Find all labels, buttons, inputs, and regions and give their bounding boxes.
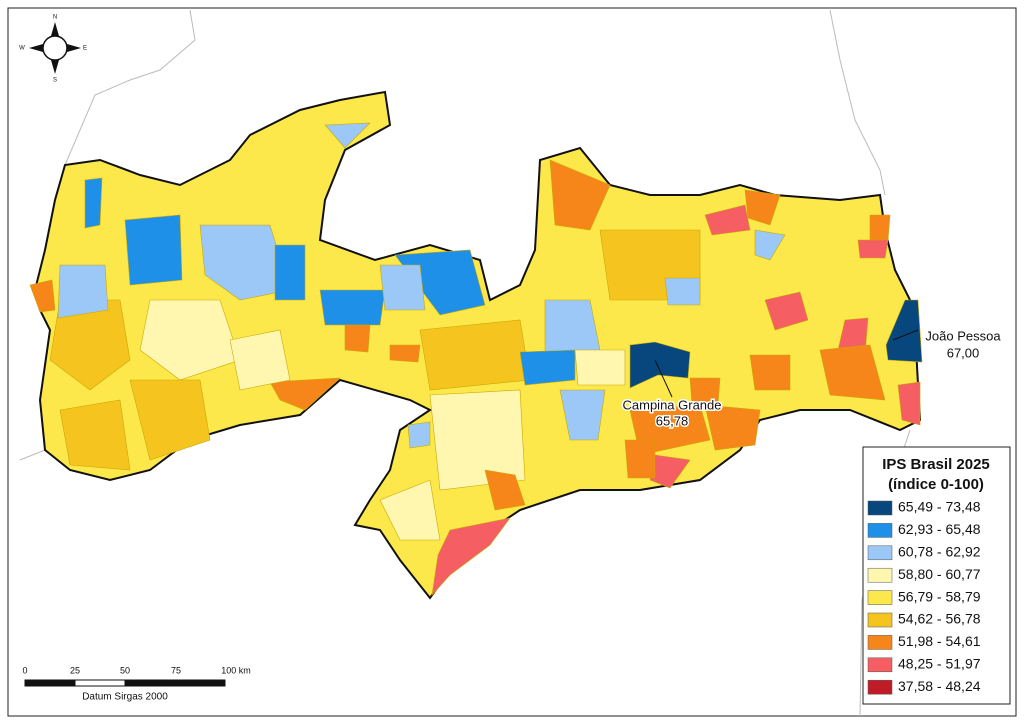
municipality bbox=[624, 439, 656, 479]
municipality bbox=[389, 344, 421, 363]
municipality bbox=[549, 159, 611, 231]
compass-arrow bbox=[51, 22, 59, 36]
municipality bbox=[324, 122, 371, 149]
municipality bbox=[574, 349, 626, 386]
legend-swatch bbox=[867, 500, 893, 516]
municipality bbox=[544, 299, 601, 353]
municipality bbox=[84, 177, 103, 229]
scale-segment bbox=[125, 680, 225, 686]
scale-outline bbox=[24, 679, 226, 687]
legend: IPS Brasil 2025 (índice 0-100) 65,49 - 7… bbox=[862, 446, 1011, 705]
legend-swatch bbox=[867, 590, 893, 605]
compass-label: N bbox=[53, 15, 57, 21]
municipality bbox=[379, 264, 426, 311]
municipalities bbox=[29, 122, 923, 596]
municipality bbox=[519, 349, 576, 386]
legend-swatch bbox=[867, 523, 893, 538]
place-value: 67,00 bbox=[947, 345, 980, 360]
municipality bbox=[704, 404, 761, 451]
municipality bbox=[319, 289, 386, 326]
legend-swatch bbox=[867, 567, 893, 583]
compass-label: E bbox=[83, 46, 87, 52]
leader-line bbox=[654, 359, 673, 398]
municipality bbox=[344, 324, 371, 353]
compass-label: S bbox=[53, 78, 57, 84]
municipality bbox=[129, 379, 211, 461]
compass-arrow bbox=[51, 60, 59, 74]
compass: N S E W bbox=[19, 15, 87, 84]
municipality bbox=[59, 399, 131, 471]
legend-label: 62,93 - 65,48 bbox=[898, 521, 981, 537]
municipality bbox=[749, 354, 791, 391]
municipality bbox=[124, 214, 183, 286]
municipality bbox=[199, 224, 291, 301]
municipality bbox=[689, 377, 721, 406]
municipality bbox=[629, 341, 691, 389]
leader-line bbox=[892, 329, 919, 341]
compass-label: W bbox=[19, 46, 25, 52]
legend-swatch bbox=[867, 679, 893, 695]
legend-title: (índice 0-100) bbox=[888, 476, 984, 493]
municipality bbox=[429, 389, 526, 491]
municipality bbox=[29, 279, 56, 313]
municipality bbox=[664, 277, 701, 306]
municipality bbox=[754, 229, 786, 261]
legend-swatch bbox=[867, 635, 893, 650]
scale-label: 0 bbox=[22, 665, 27, 675]
compass-ring bbox=[42, 35, 68, 61]
compass-arrow bbox=[29, 44, 43, 52]
municipality bbox=[229, 329, 291, 391]
municipality bbox=[379, 479, 441, 541]
legend-label: 60,78 - 62,92 bbox=[898, 544, 981, 560]
municipality bbox=[885, 299, 923, 363]
legend-label: 37,58 - 48,24 bbox=[898, 678, 981, 694]
municipality bbox=[57, 264, 109, 319]
scale-label: 100 km bbox=[221, 665, 251, 675]
municipality bbox=[484, 469, 526, 511]
legend-label: 54,62 - 56,78 bbox=[898, 611, 981, 627]
legend-label: 58,80 - 60,77 bbox=[898, 566, 981, 582]
place-name: João Pessoa bbox=[925, 328, 1001, 343]
municipality bbox=[704, 204, 751, 236]
scale-segment bbox=[74, 679, 126, 687]
municipality bbox=[431, 517, 511, 596]
place-value: 65,78 bbox=[656, 413, 689, 428]
legend-label: 65,49 - 73,48 bbox=[898, 499, 981, 515]
legend-title: IPS Brasil 2025 bbox=[882, 456, 990, 473]
municipality bbox=[764, 291, 809, 331]
municipality bbox=[139, 299, 241, 381]
scale-label: 25 bbox=[70, 665, 80, 675]
municipality bbox=[269, 377, 341, 411]
municipality bbox=[559, 389, 606, 441]
scale-bar: 0 25 50 75 100 km Datum Sirgas 2000 bbox=[22, 665, 250, 702]
municipality bbox=[419, 319, 531, 391]
municipality bbox=[819, 344, 886, 401]
scale-segment bbox=[25, 680, 75, 686]
municipality bbox=[857, 239, 889, 259]
legend-label: 48,25 - 51,97 bbox=[898, 656, 981, 672]
scale-label: 50 bbox=[120, 665, 130, 675]
municipality bbox=[49, 299, 131, 391]
municipality bbox=[869, 214, 891, 241]
datum: Datum Sirgas 2000 bbox=[82, 692, 168, 703]
legend-swatch bbox=[867, 612, 893, 628]
legend-swatch bbox=[867, 545, 893, 561]
municipality bbox=[274, 244, 306, 301]
municipality bbox=[897, 381, 921, 426]
legend-label: 56,79 - 58,79 bbox=[898, 588, 981, 604]
compass-arrow bbox=[67, 44, 81, 52]
municipality bbox=[744, 189, 781, 226]
legend-label: 51,98 - 54,61 bbox=[898, 633, 981, 649]
scale-label: 75 bbox=[171, 665, 181, 675]
place-name: Campina Grande bbox=[623, 397, 722, 412]
legend-swatch bbox=[867, 657, 893, 673]
municipality bbox=[407, 421, 431, 449]
